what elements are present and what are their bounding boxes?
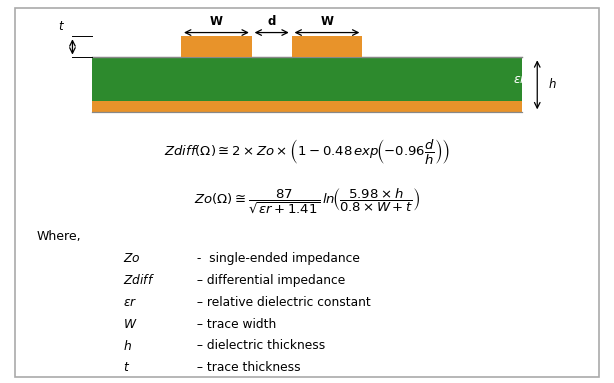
Text: h: h <box>548 79 556 91</box>
Text: – trace width: – trace width <box>193 318 277 331</box>
Text: $h$: $h$ <box>123 339 132 353</box>
Text: – dielectric thickness: – dielectric thickness <box>193 339 325 352</box>
Text: $\varepsilon r$: $\varepsilon r$ <box>123 296 137 309</box>
Text: $Zdiff(\Omega) \cong 2 \times Zo \times \left(1 - 0.48\,exp\!\left(-0.96\dfrac{d: $Zdiff(\Omega) \cong 2 \times Zo \times … <box>164 137 450 166</box>
Text: – trace thickness: – trace thickness <box>193 361 301 374</box>
Text: – relative dielectric constant: – relative dielectric constant <box>193 296 371 309</box>
Text: – differential impedance: – differential impedance <box>193 274 346 287</box>
Bar <box>292 36 362 57</box>
Text: t: t <box>58 20 63 33</box>
Text: W: W <box>210 15 223 28</box>
Text: -  single-ended impedance: - single-ended impedance <box>193 252 360 265</box>
Text: $Zdiff$: $Zdiff$ <box>123 273 155 287</box>
Text: $Zo$: $Zo$ <box>123 252 141 265</box>
Bar <box>92 57 522 101</box>
Text: $t$: $t$ <box>123 361 130 374</box>
Bar <box>92 101 522 112</box>
Text: $Zo(\Omega) \cong \dfrac{87}{\sqrt{\varepsilon r + 1.41}}\,ln\!\left(\dfrac{5.98: $Zo(\Omega) \cong \dfrac{87}{\sqrt{\vare… <box>194 187 420 216</box>
Text: d: d <box>268 15 276 28</box>
Text: $W$: $W$ <box>123 318 138 331</box>
Text: W: W <box>321 15 333 28</box>
FancyBboxPatch shape <box>15 8 599 377</box>
Bar <box>181 36 252 57</box>
Text: Where,: Where, <box>37 230 82 243</box>
Text: $\varepsilon r$: $\varepsilon r$ <box>513 73 527 86</box>
